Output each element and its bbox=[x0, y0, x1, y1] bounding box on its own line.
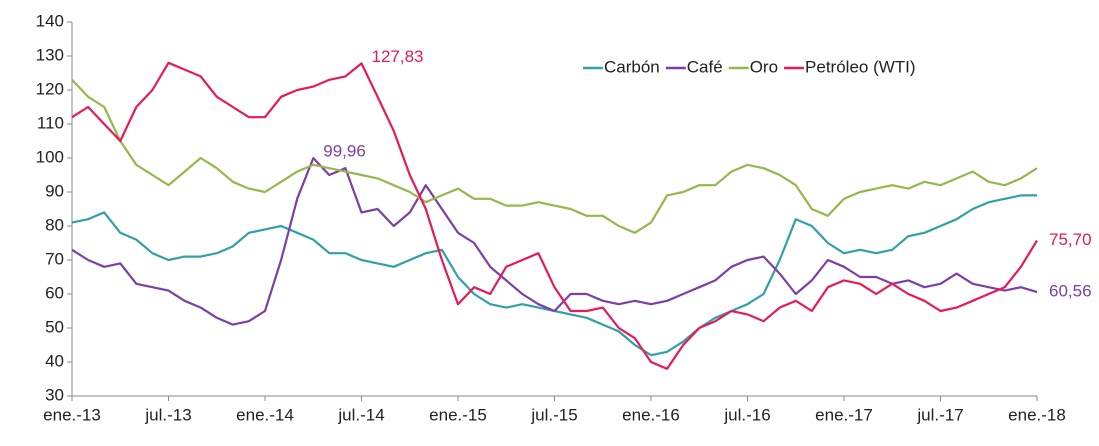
x-tick-label: jul.-15 bbox=[530, 405, 577, 424]
y-tick-label: 50 bbox=[45, 317, 64, 336]
y-tick-label: 120 bbox=[36, 79, 64, 98]
y-tick-label: 140 bbox=[36, 11, 64, 30]
y-tick-label: 110 bbox=[37, 113, 64, 132]
x-tick-label: ene.-13 bbox=[43, 405, 101, 424]
legend-label: Carbón bbox=[604, 57, 660, 76]
y-tick-label: 70 bbox=[45, 249, 64, 268]
x-tick-label: jul.-17 bbox=[916, 405, 963, 424]
data-label: 60,56 bbox=[1049, 282, 1092, 301]
x-tick-label: jul.-16 bbox=[723, 405, 770, 424]
y-tick-label: 100 bbox=[36, 147, 64, 166]
series-line bbox=[71, 61, 1038, 370]
y-tick-label: 60 bbox=[45, 283, 64, 302]
x-tick-label: ene.-14 bbox=[236, 405, 294, 424]
x-tick-label: jul.-13 bbox=[144, 405, 191, 424]
data-label: 99,96 bbox=[323, 142, 366, 161]
data-label: 127,83 bbox=[372, 47, 424, 66]
legend-label: Oro bbox=[750, 57, 778, 76]
series-line bbox=[71, 79, 1038, 234]
x-tick-label: ene.-16 bbox=[622, 405, 680, 424]
y-tick-label: 90 bbox=[45, 181, 64, 200]
series-line bbox=[71, 194, 1037, 357]
legend-label: Café bbox=[687, 57, 723, 76]
data-label: 75,70 bbox=[1049, 230, 1092, 249]
x-tick-label: jul.-14 bbox=[337, 405, 384, 424]
x-tick-label: ene.-15 bbox=[429, 405, 487, 424]
y-tick-label: 30 bbox=[45, 385, 64, 404]
y-tick-label: 80 bbox=[45, 215, 64, 234]
series-line bbox=[71, 157, 1038, 326]
y-tick-label: 40 bbox=[45, 351, 64, 370]
x-tick-label: ene.-17 bbox=[815, 405, 873, 424]
legend-label: Petróleo (WTI) bbox=[805, 57, 916, 76]
x-tick-label: ene.-18 bbox=[1008, 405, 1066, 424]
y-tick-label: 130 bbox=[36, 45, 64, 64]
